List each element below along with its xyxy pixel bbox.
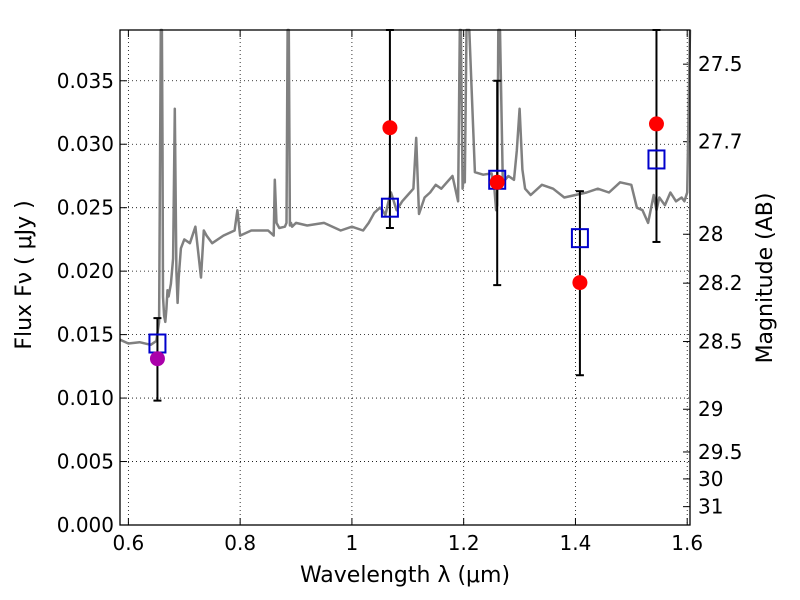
y2-tick-label: 29 xyxy=(698,397,723,421)
x-tick-label: 0.8 xyxy=(224,531,256,555)
x-tick-label: 1 xyxy=(346,531,359,555)
y-tick-label: 0.030 xyxy=(57,132,114,156)
axis-ticks xyxy=(120,30,690,526)
x-tick-label: 1.2 xyxy=(448,531,480,555)
y2-tick-label: 28.5 xyxy=(698,330,743,354)
y-axis-label: Flux Fν ( μJy ) xyxy=(12,200,37,349)
y2-tick-label: 30 xyxy=(698,467,723,491)
y-tick-label: 0.025 xyxy=(57,196,114,220)
observed-point xyxy=(149,351,165,367)
model-point xyxy=(570,228,589,249)
y-tick-label: 0.005 xyxy=(57,450,114,474)
y-tick-label: 0.015 xyxy=(57,323,114,347)
x-tick-label: 1.6 xyxy=(671,531,703,555)
plot-frame xyxy=(119,29,691,526)
y2-axis-label: Magnitude (AB) xyxy=(753,193,778,364)
y2-tick-label: 29.5 xyxy=(698,440,743,464)
y2-tick-label: 27.5 xyxy=(698,52,743,76)
y2-tick-label: 28 xyxy=(698,222,723,246)
y-tick-label: 0.020 xyxy=(57,259,114,283)
model-point xyxy=(380,197,399,218)
y2-tick-label: 27.7 xyxy=(698,130,743,154)
observed-point xyxy=(382,120,398,136)
y2-tick-label: 28.2 xyxy=(698,271,743,295)
y2-tick-label: 31 xyxy=(698,495,723,519)
model-point xyxy=(647,149,666,170)
grid-lines xyxy=(120,30,690,526)
template-spectrum-line xyxy=(119,28,692,347)
y-tick-label: 0.000 xyxy=(57,513,114,537)
observed-point xyxy=(648,116,664,132)
x-axis-label: Wavelength λ (μm) xyxy=(300,563,510,588)
observed-point xyxy=(572,275,588,291)
y-tick-label: 0.010 xyxy=(57,386,114,410)
y-tick-label: 0.035 xyxy=(57,69,114,93)
tick-labels: 0.6 0.8 1 1.2 1.4 1.6 0.000 0.005 0.010 0.015 0.02… xyxy=(57,52,743,555)
x-tick-label: 0.6 xyxy=(112,531,144,555)
x-tick-label: 1.4 xyxy=(560,531,592,555)
plot-area xyxy=(119,28,692,402)
observed-point xyxy=(489,174,505,190)
